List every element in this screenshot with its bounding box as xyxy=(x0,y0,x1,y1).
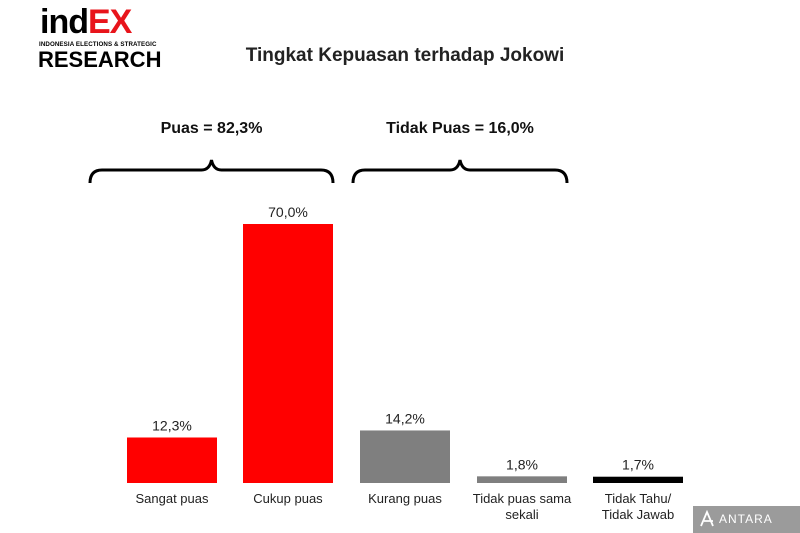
bar-4 xyxy=(593,476,683,483)
antara-watermark: ANTARA xyxy=(693,506,800,533)
logo-wordmark: indEX xyxy=(40,3,132,41)
category-label-4: Tidak Jawab xyxy=(602,507,675,522)
category-label-2: Kurang puas xyxy=(368,491,442,506)
logo-research: RESEARCH xyxy=(38,47,162,72)
category-label-3: sekali xyxy=(505,507,538,522)
bar-3 xyxy=(477,476,567,483)
value-label-2: 14,2% xyxy=(385,410,425,426)
group-label-puas: Puas = 82,3% xyxy=(160,120,263,137)
antara-logo-icon xyxy=(700,510,714,527)
bar-2 xyxy=(360,430,450,483)
logo-tagline: INDONESIA ELECTIONS & STRATEGIC xyxy=(39,41,157,48)
value-label-1: 70,0% xyxy=(268,204,308,220)
bar-0 xyxy=(127,437,217,483)
category-label-0: Sangat puas xyxy=(135,491,209,506)
category-label-4: Tidak Tahu/ xyxy=(605,491,672,506)
value-label-0: 12,3% xyxy=(152,417,192,433)
value-label-4: 1,7% xyxy=(622,457,654,473)
value-label-3: 1,8% xyxy=(506,456,538,472)
watermark-text: ANTARA xyxy=(719,512,773,526)
chart-title: Tingkat Kepuasan terhadap Jokowi xyxy=(245,45,565,66)
bar-1 xyxy=(243,224,333,483)
index-research-logo: indEX INDONESIA ELECTIONS & STRATEGIC RE… xyxy=(38,3,163,72)
group-label-tidak-puas: Tidak Puas = 16,0% xyxy=(386,120,534,137)
group-brace-0 xyxy=(88,159,335,184)
category-label-3: Tidak puas sama xyxy=(473,491,572,506)
category-label-1: Cukup puas xyxy=(253,491,323,506)
group-brace-1 xyxy=(351,159,569,184)
